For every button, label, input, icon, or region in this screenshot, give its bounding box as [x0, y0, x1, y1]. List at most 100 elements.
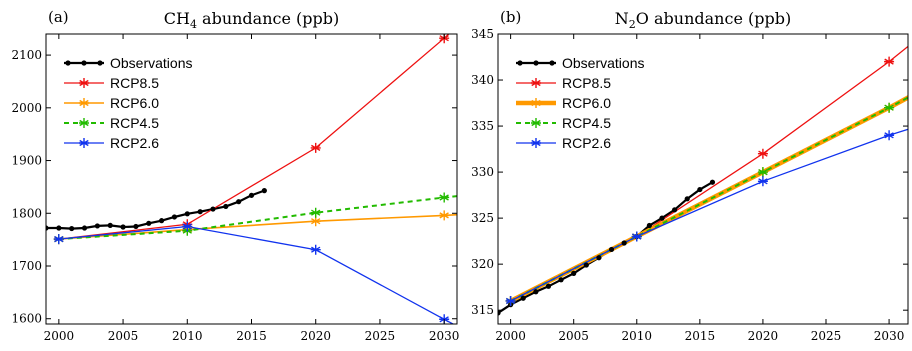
- data-point-rcp85: [310, 142, 321, 153]
- axes-frame: [497, 33, 909, 325]
- legend-marker: [79, 118, 89, 128]
- data-point-observations: [697, 186, 703, 193]
- data-point-observations: [684, 196, 690, 202]
- data-point-observations: [261, 188, 267, 194]
- legend-marker: [65, 60, 71, 66]
- data-point-rcp60: [310, 216, 321, 227]
- y-tick-label: 1700: [11, 259, 42, 273]
- series-line-rcp45: [58, 195, 457, 241]
- legend-label-rcp26: RCP2.6: [110, 135, 159, 151]
- legend-label-observations: Observations: [562, 55, 644, 71]
- y-tick-label: 335: [471, 119, 494, 133]
- data-point-rcp26: [884, 130, 895, 141]
- panel-n2o: 2000 2005 2010 2015 2020 2025 2030 315 320 325 330…: [471, 8, 909, 343]
- legend-marker: [79, 138, 89, 148]
- chart-title: CH4 abundance (ppb): [164, 9, 340, 31]
- data-point-observations: [81, 225, 88, 231]
- legend-label-rcp85: RCP8.5: [110, 75, 159, 91]
- y-tick-label: 340: [471, 73, 494, 87]
- data-point-rcp45: [439, 192, 450, 203]
- legend-label-rcp60: RCP6.0: [110, 95, 159, 111]
- data-point-observations: [184, 211, 190, 217]
- data-point-rcp60: [439, 210, 450, 221]
- x-tick-label: 2025: [365, 329, 396, 343]
- data-point-observations: [107, 222, 113, 228]
- legend-marker: [549, 60, 555, 66]
- x-tick-label: 2000: [44, 329, 75, 343]
- data-point-observations: [120, 224, 126, 230]
- panel-label: (b): [500, 8, 521, 26]
- y-tick-label: 320: [471, 257, 494, 271]
- data-point-observations: [709, 179, 716, 185]
- y-tick-label: 345: [471, 27, 494, 41]
- data-point-rcp26: [757, 176, 768, 187]
- data-point-rcp26: [505, 296, 516, 306]
- data-point-observations: [46, 225, 49, 231]
- data-point-observations: [498, 310, 501, 316]
- data-point-observations: [571, 270, 577, 276]
- data-point-observations: [31, 226, 36, 231]
- legend-marker: [97, 60, 103, 66]
- y-tick-label: 1900: [11, 154, 42, 168]
- y-tick-label: 2000: [11, 101, 42, 115]
- data-point-observations: [94, 223, 100, 229]
- series-line-rcp26: [58, 225, 455, 324]
- data-point-observations: [158, 218, 165, 224]
- legend: Observations RCP8.5 RCP6.0 RCP4.5 RCP2.6: [64, 55, 192, 151]
- data-point-observations: [248, 192, 255, 198]
- legend-marker: [517, 60, 523, 66]
- data-point-observations: [621, 240, 627, 246]
- data-point-observations: [223, 203, 229, 210]
- legend-marker: [531, 138, 541, 148]
- data-point-observations: [659, 215, 665, 221]
- data-point-observations: [133, 223, 139, 230]
- data-point-observations: [69, 225, 75, 232]
- legend-marker: [531, 78, 541, 88]
- data-point-observations: [197, 209, 203, 215]
- data-point-rcp26: [310, 244, 321, 255]
- data-point-rcp26: [53, 234, 64, 245]
- data-point-observations: [171, 214, 178, 220]
- series-line-rcp85: [510, 45, 908, 302]
- data-point-rcp85: [884, 56, 895, 67]
- legend-label-rcp85: RCP8.5: [562, 75, 611, 91]
- legend-label-rcp45: RCP4.5: [110, 115, 159, 131]
- y-tick-label: 325: [471, 211, 494, 225]
- data-point-observations: [533, 289, 539, 295]
- data-point-observations: [545, 283, 552, 289]
- x-tick-label: 2010: [621, 329, 652, 343]
- x-tick-label: 2030: [429, 329, 460, 343]
- legend-marker: [79, 98, 89, 108]
- data-point-rcp26: [182, 221, 193, 232]
- data-point-rcp26: [631, 231, 642, 242]
- plot-area: [31, 34, 457, 324]
- chart-title: N2O abundance (ppb): [615, 9, 791, 31]
- data-point-observations: [608, 246, 615, 253]
- data-point-observations: [56, 225, 62, 231]
- y-tick-label: 1600: [11, 312, 42, 326]
- data-point-observations: [596, 255, 602, 261]
- x-tick-label: 2010: [172, 329, 203, 343]
- x-tick-label: 2015: [236, 329, 267, 343]
- x-tick-label: 2025: [811, 329, 842, 343]
- data-point-rcp45: [757, 167, 768, 178]
- y-tick-label: 1800: [11, 206, 42, 220]
- legend-marker: [81, 60, 87, 66]
- data-point-observations: [210, 206, 216, 212]
- legend-marker: [533, 60, 539, 66]
- x-tick-label: 2030: [874, 329, 905, 343]
- x-tick-label: 2015: [685, 329, 716, 343]
- legend-label-rcp60: RCP6.0: [562, 95, 611, 111]
- data-point-rcp85: [757, 148, 768, 159]
- data-point-observations: [558, 277, 564, 283]
- legend-marker: [79, 78, 89, 88]
- panel-label: (a): [48, 8, 69, 26]
- data-point-rcp45: [310, 207, 321, 218]
- legend-label-observations: Observations: [110, 55, 192, 71]
- legend-marker: [531, 118, 541, 128]
- legend: Observations RCP8.5 RCP6.0 RCP4.5 RCP2.6: [516, 55, 644, 151]
- plot-area: [498, 45, 908, 316]
- data-point-rcp45: [884, 102, 895, 113]
- data-point-observations: [672, 207, 678, 213]
